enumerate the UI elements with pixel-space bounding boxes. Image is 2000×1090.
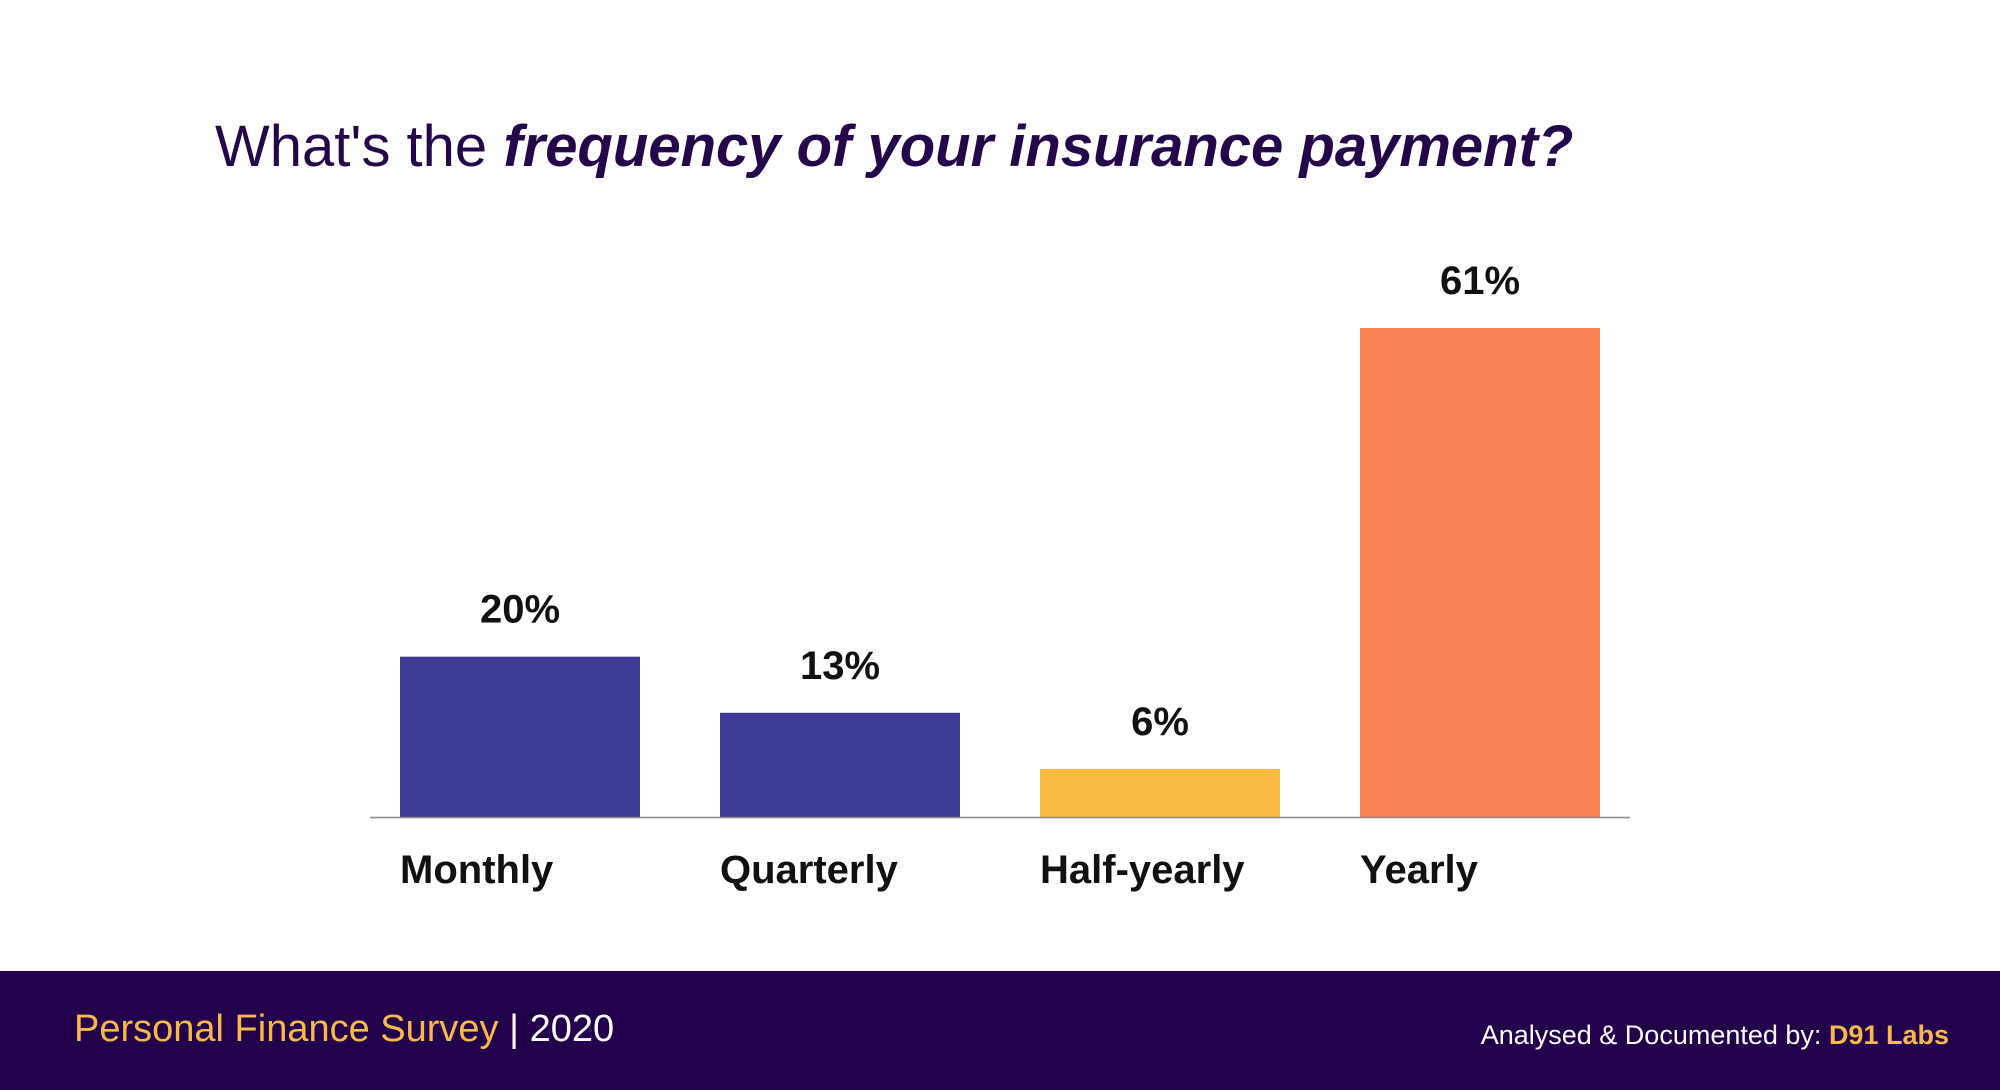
bar-yearly [1360,328,1600,817]
value-label-monthly: 20% [480,588,560,632]
footer-credit-org: D91 Labs [1828,1020,1949,1050]
footer-separator: | [509,1008,519,1050]
chart-title-emphasis: frequency of your insurance payment? [503,114,1574,179]
bar-monthly [400,656,640,817]
chart-title-lead: What's the [215,114,488,179]
footer-survey-name: Personal Finance Survey [74,1008,499,1050]
chart-title: What's the frequency of your insurance p… [215,112,1573,182]
category-label-half-yearly: Half-yearly [1040,848,1245,892]
category-label-quarterly: Quarterly [720,848,899,892]
category-label-monthly: Monthly [400,848,554,892]
value-label-yearly: 61% [1440,259,1520,303]
value-label-quarterly: 13% [800,644,880,688]
value-label-half-yearly: 6% [1131,700,1189,744]
footer-survey-title: Personal Finance Survey | 2020 [74,1007,614,1053]
bar-quarterly [720,712,960,817]
footer-credit-label: Analysed & Documented by: [1480,1020,1822,1050]
footer-credit: Analysed & Documented by: D91 Labs [1481,1019,1949,1051]
footer-bar: Personal Finance Survey | 2020 Analysed … [0,971,2000,1090]
bar-chart: 20% Monthly 13% Quarterly 6% Half-yearly 61% Ye… [370,259,1630,892]
bar-half-yearly [1040,768,1280,817]
category-label-yearly: Yearly [1360,848,1479,892]
footer-year: 2020 [529,1008,615,1050]
